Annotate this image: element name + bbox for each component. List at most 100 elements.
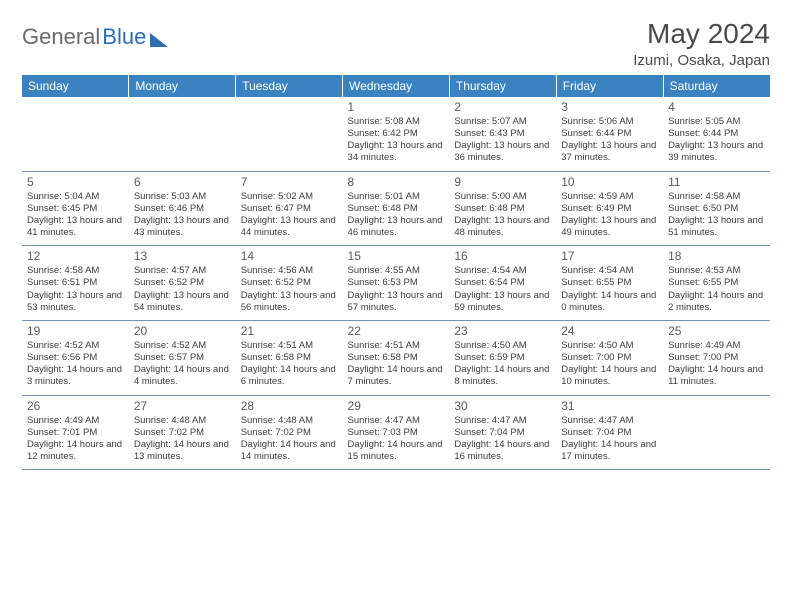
day-info: Sunrise: 4:52 AMSunset: 6:57 PMDaylight:… bbox=[134, 340, 231, 389]
day-info: Sunrise: 4:47 AMSunset: 7:04 PMDaylight:… bbox=[561, 415, 658, 464]
weekday-header: Thursday bbox=[449, 75, 556, 97]
day-info: Sunrise: 4:48 AMSunset: 7:02 PMDaylight:… bbox=[241, 415, 338, 464]
calendar-day-cell: 14 Sunrise: 4:56 AMSunset: 6:52 PMDayligh… bbox=[236, 246, 343, 321]
day-number: 6 bbox=[134, 175, 231, 189]
day-info: Sunrise: 4:58 AMSunset: 6:50 PMDaylight:… bbox=[668, 191, 765, 240]
day-info: Sunrise: 4:50 AMSunset: 7:00 PMDaylight:… bbox=[561, 340, 658, 389]
calendar-day-cell: 28Sunrise: 4:48 AMSunset: 7:02 PMDayligh… bbox=[236, 395, 343, 470]
weekday-header: Monday bbox=[129, 75, 236, 97]
calendar-day-cell: 29 Sunrise: 4:47 AMSunset: 7:03 PMDayligh… bbox=[343, 395, 450, 470]
day-number: 27 bbox=[134, 399, 231, 413]
calendar-day-cell: 21Sunrise: 4:51 AMSunset: 6:58 PMDayligh… bbox=[236, 320, 343, 395]
day-info: Sunrise: 4:47 AMSunset: 7:03 PMDaylight:… bbox=[348, 415, 445, 464]
calendar-day-cell: 13 Sunrise: 4:57 AMSunset: 6:52 PMDayligh… bbox=[129, 246, 236, 321]
day-info: Sunrise: 4:51 AMSunset: 6:58 PMDaylight:… bbox=[348, 340, 445, 389]
day-number: 7 bbox=[241, 175, 338, 189]
calendar-week-row: 19 Sunrise: 4:52 AMSunset: 6:56 PMDayligh… bbox=[22, 320, 770, 395]
calendar-day-cell: 26 Sunrise: 4:49 AMSunset: 7:01 PMDayligh… bbox=[22, 395, 129, 470]
day-number: 18 bbox=[668, 249, 765, 263]
calendar-day-cell bbox=[663, 395, 770, 470]
brand-logo: General Blue bbox=[22, 18, 168, 50]
calendar-day-cell: 23 Sunrise: 4:50 AMSunset: 6:59 PMDayligh… bbox=[449, 320, 556, 395]
day-number: 20 bbox=[134, 324, 231, 338]
day-info: Sunrise: 4:55 AMSunset: 6:53 PMDaylight:… bbox=[348, 265, 445, 314]
day-info: Sunrise: 4:50 AMSunset: 6:59 PMDaylight:… bbox=[454, 340, 551, 389]
calendar-day-cell bbox=[236, 97, 343, 171]
day-info: Sunrise: 5:03 AMSunset: 6:46 PMDaylight:… bbox=[134, 191, 231, 240]
day-number: 19 bbox=[27, 324, 124, 338]
calendar-day-cell: 19 Sunrise: 4:52 AMSunset: 6:56 PMDayligh… bbox=[22, 320, 129, 395]
calendar-day-cell: 1Sunrise: 5:08 AMSunset: 6:42 PMDaylight… bbox=[343, 97, 450, 171]
calendar-day-cell: 11Sunrise: 4:58 AMSunset: 6:50 PMDayligh… bbox=[663, 171, 770, 246]
day-number: 8 bbox=[348, 175, 445, 189]
day-info: Sunrise: 4:51 AMSunset: 6:58 PMDaylight:… bbox=[241, 340, 338, 389]
day-number: 1 bbox=[348, 100, 445, 114]
day-info: Sunrise: 5:07 AMSunset: 6:43 PMDaylight:… bbox=[454, 116, 551, 165]
weekday-header: Sunday bbox=[22, 75, 129, 97]
calendar-table: SundayMondayTuesdayWednesdayThursdayFrid… bbox=[22, 75, 770, 470]
calendar-day-cell: 31 Sunrise: 4:47 AMSunset: 7:04 PMDayligh… bbox=[556, 395, 663, 470]
calendar-body: 1Sunrise: 5:08 AMSunset: 6:42 PMDaylight… bbox=[22, 97, 770, 470]
day-number: 13 bbox=[134, 249, 231, 263]
weekday-header: Friday bbox=[556, 75, 663, 97]
calendar-day-cell: 17Sunrise: 4:54 AMSunset: 6:55 PMDayligh… bbox=[556, 246, 663, 321]
calendar-day-cell: 22 Sunrise: 4:51 AMSunset: 6:58 PMDayligh… bbox=[343, 320, 450, 395]
day-info: Sunrise: 4:59 AMSunset: 6:49 PMDaylight:… bbox=[561, 191, 658, 240]
calendar-week-row: 12Sunrise: 4:58 AMSunset: 6:51 PMDayligh… bbox=[22, 246, 770, 321]
calendar-day-cell: 20 Sunrise: 4:52 AMSunset: 6:57 PMDayligh… bbox=[129, 320, 236, 395]
calendar-day-cell: 2 Sunrise: 5:07 AMSunset: 6:43 PMDaylight… bbox=[449, 97, 556, 171]
calendar-page: General Blue May 2024 Izumi, Osaka, Japa… bbox=[0, 0, 792, 488]
day-number: 26 bbox=[27, 399, 124, 413]
day-info: Sunrise: 4:52 AMSunset: 6:56 PMDaylight:… bbox=[27, 340, 124, 389]
calendar-week-row: 1Sunrise: 5:08 AMSunset: 6:42 PMDaylight… bbox=[22, 97, 770, 171]
day-info: Sunrise: 4:54 AMSunset: 6:55 PMDaylight:… bbox=[561, 265, 658, 314]
day-info: Sunrise: 5:00 AMSunset: 6:48 PMDaylight:… bbox=[454, 191, 551, 240]
calendar-day-cell: 30Sunrise: 4:47 AMSunset: 7:04 PMDayligh… bbox=[449, 395, 556, 470]
brand-triangle-icon bbox=[150, 33, 168, 47]
brand-text-1: General bbox=[22, 24, 100, 50]
day-info: Sunrise: 4:56 AMSunset: 6:52 PMDaylight:… bbox=[241, 265, 338, 314]
calendar-day-cell bbox=[129, 97, 236, 171]
day-info: Sunrise: 4:54 AMSunset: 6:54 PMDaylight:… bbox=[454, 265, 551, 314]
day-info: Sunrise: 4:49 AMSunset: 7:00 PMDaylight:… bbox=[668, 340, 765, 389]
day-number: 24 bbox=[561, 324, 658, 338]
weekday-header: Wednesday bbox=[343, 75, 450, 97]
calendar-day-cell: 15 Sunrise: 4:55 AMSunset: 6:53 PMDayligh… bbox=[343, 246, 450, 321]
calendar-day-cell: 16 Sunrise: 4:54 AMSunset: 6:54 PMDayligh… bbox=[449, 246, 556, 321]
calendar-header-row: SundayMondayTuesdayWednesdayThursdayFrid… bbox=[22, 75, 770, 97]
day-number: 4 bbox=[668, 100, 765, 114]
day-number: 10 bbox=[561, 175, 658, 189]
calendar-day-cell: 12Sunrise: 4:58 AMSunset: 6:51 PMDayligh… bbox=[22, 246, 129, 321]
calendar-day-cell: 25Sunrise: 4:49 AMSunset: 7:00 PMDayligh… bbox=[663, 320, 770, 395]
day-number: 2 bbox=[454, 100, 551, 114]
day-number: 31 bbox=[561, 399, 658, 413]
day-number: 29 bbox=[348, 399, 445, 413]
day-number: 12 bbox=[27, 249, 124, 263]
weekday-header: Saturday bbox=[663, 75, 770, 97]
day-number: 3 bbox=[561, 100, 658, 114]
day-info: Sunrise: 5:05 AMSunset: 6:44 PMDaylight:… bbox=[668, 116, 765, 165]
calendar-day-cell: 5 Sunrise: 5:04 AMSunset: 6:45 PMDaylight… bbox=[22, 171, 129, 246]
day-info: Sunrise: 4:57 AMSunset: 6:52 PMDaylight:… bbox=[134, 265, 231, 314]
day-info: Sunrise: 4:47 AMSunset: 7:04 PMDaylight:… bbox=[454, 415, 551, 464]
day-number: 23 bbox=[454, 324, 551, 338]
day-number: 22 bbox=[348, 324, 445, 338]
day-info: Sunrise: 4:49 AMSunset: 7:01 PMDaylight:… bbox=[27, 415, 124, 464]
day-number: 14 bbox=[241, 249, 338, 263]
day-info: Sunrise: 4:48 AMSunset: 7:02 PMDaylight:… bbox=[134, 415, 231, 464]
day-info: Sunrise: 5:01 AMSunset: 6:48 PMDaylight:… bbox=[348, 191, 445, 240]
day-number: 15 bbox=[348, 249, 445, 263]
day-info: Sunrise: 5:06 AMSunset: 6:44 PMDaylight:… bbox=[561, 116, 658, 165]
day-number: 5 bbox=[27, 175, 124, 189]
day-info: Sunrise: 5:02 AMSunset: 6:47 PMDaylight:… bbox=[241, 191, 338, 240]
day-number: 16 bbox=[454, 249, 551, 263]
weekday-header: Tuesday bbox=[236, 75, 343, 97]
calendar-day-cell: 18Sunrise: 4:53 AMSunset: 6:55 PMDayligh… bbox=[663, 246, 770, 321]
location-text: Izumi, Osaka, Japan bbox=[633, 52, 770, 69]
calendar-week-row: 5 Sunrise: 5:04 AMSunset: 6:45 PMDaylight… bbox=[22, 171, 770, 246]
day-info: Sunrise: 5:04 AMSunset: 6:45 PMDaylight:… bbox=[27, 191, 124, 240]
calendar-day-cell: 6 Sunrise: 5:03 AMSunset: 6:46 PMDaylight… bbox=[129, 171, 236, 246]
calendar-day-cell: 3 Sunrise: 5:06 AMSunset: 6:44 PMDaylight… bbox=[556, 97, 663, 171]
title-block: May 2024 Izumi, Osaka, Japan bbox=[633, 18, 770, 69]
calendar-day-cell: 7 Sunrise: 5:02 AMSunset: 6:47 PMDaylight… bbox=[236, 171, 343, 246]
